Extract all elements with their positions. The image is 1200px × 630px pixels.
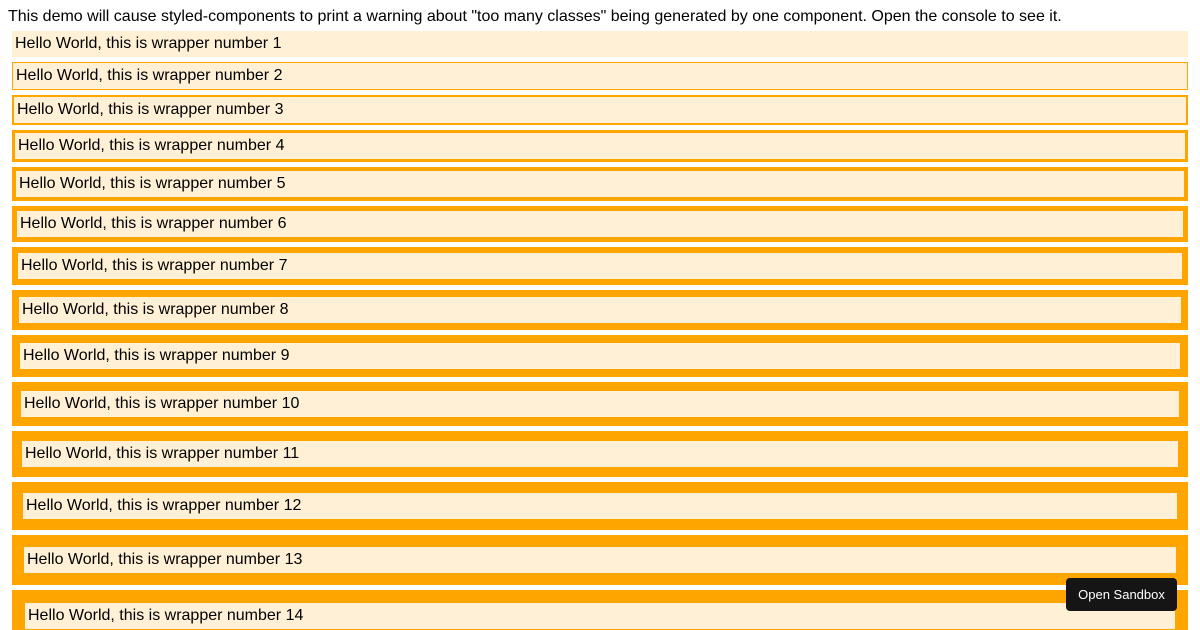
wrapper-box: Hello World, this is wrapper number 10 xyxy=(12,382,1188,426)
wrapper-box: Hello World, this is wrapper number 2 xyxy=(12,62,1188,90)
wrapper-label: Hello World, this is wrapper number 4 xyxy=(18,137,285,154)
wrapper-box: Hello World, this is wrapper number 1 xyxy=(12,31,1188,57)
wrapper-box: Hello World, this is wrapper number 5 xyxy=(12,167,1188,201)
wrapper-box: Hello World, this is wrapper number 8 xyxy=(12,290,1188,330)
wrapper-label: Hello World, this is wrapper number 5 xyxy=(19,175,286,192)
wrapper-label: Hello World, this is wrapper number 10 xyxy=(24,395,300,412)
open-sandbox-button[interactable]: Open Sandbox xyxy=(1066,578,1177,611)
intro-text: This demo will cause styled-components t… xyxy=(8,8,1062,25)
wrapper-label: Hello World, this is wrapper number 9 xyxy=(23,347,290,364)
wrapper-box: Hello World, this is wrapper number 3 xyxy=(12,95,1188,125)
wrapper-label: Hello World, this is wrapper number 6 xyxy=(20,215,287,232)
wrapper-box: Hello World, this is wrapper number 12 xyxy=(12,482,1188,530)
wrapper-box: Hello World, this is wrapper number 4 xyxy=(12,130,1188,162)
wrapper-box: Hello World, this is wrapper number 6 xyxy=(12,206,1188,242)
wrapper-label: Hello World, this is wrapper number 7 xyxy=(21,257,288,274)
wrapper-box: Hello World, this is wrapper number 14 xyxy=(12,590,1188,630)
wrapper-label: Hello World, this is wrapper number 14 xyxy=(28,607,304,624)
wrapper-label: Hello World, this is wrapper number 12 xyxy=(26,497,302,514)
wrapper-label: Hello World, this is wrapper number 11 xyxy=(25,445,300,462)
wrapper-box: Hello World, this is wrapper number 11 xyxy=(12,431,1188,477)
wrapper-label: Hello World, this is wrapper number 2 xyxy=(16,67,283,84)
wrapper-label: Hello World, this is wrapper number 1 xyxy=(15,35,282,52)
wrapper-label: Hello World, this is wrapper number 13 xyxy=(27,551,303,568)
wrapper-box: Hello World, this is wrapper number 9 xyxy=(12,335,1188,377)
wrapper-box: Hello World, this is wrapper number 13 xyxy=(12,535,1188,585)
wrapper-label: Hello World, this is wrapper number 8 xyxy=(22,301,289,318)
wrapper-label: Hello World, this is wrapper number 3 xyxy=(17,101,284,118)
wrapper-box: Hello World, this is wrapper number 7 xyxy=(12,247,1188,285)
